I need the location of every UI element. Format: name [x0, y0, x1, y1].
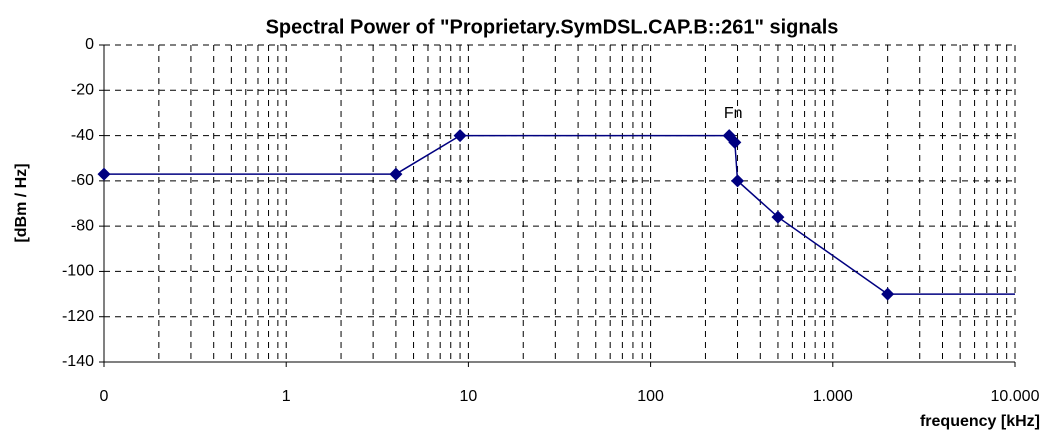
- marker: [881, 287, 895, 301]
- y-tick-label: 0: [85, 36, 94, 53]
- y-axis-label: [dBm / Hz]: [13, 163, 30, 242]
- y-tick-label: -100: [62, 263, 94, 280]
- marker: [771, 210, 785, 224]
- marker: [731, 174, 745, 188]
- annotation: Fn: [724, 105, 743, 122]
- y-tick-label: -120: [62, 308, 94, 325]
- y-tick-label: -80: [71, 217, 94, 234]
- marker: [728, 135, 742, 149]
- marker: [453, 129, 467, 143]
- marker: [97, 167, 111, 181]
- x-axis-label: frequency [kHz]: [920, 413, 1040, 430]
- y-tick-label: -140: [62, 353, 94, 370]
- x-tick-label: 1.000: [813, 388, 853, 405]
- y-tick-label: -20: [71, 82, 94, 99]
- x-tick-label: 10: [460, 388, 478, 405]
- x-tick-label: 1: [282, 388, 291, 405]
- marker: [389, 167, 403, 181]
- chart-title: Spectral Power of "Proprietary.SymDSL.CA…: [266, 16, 839, 38]
- x-tick-label: 0: [100, 388, 109, 405]
- y-tick-label: -60: [71, 172, 94, 189]
- x-tick-label: 100: [637, 388, 664, 405]
- x-tick-label: 10.000: [991, 388, 1040, 405]
- y-tick-label: -40: [71, 127, 94, 144]
